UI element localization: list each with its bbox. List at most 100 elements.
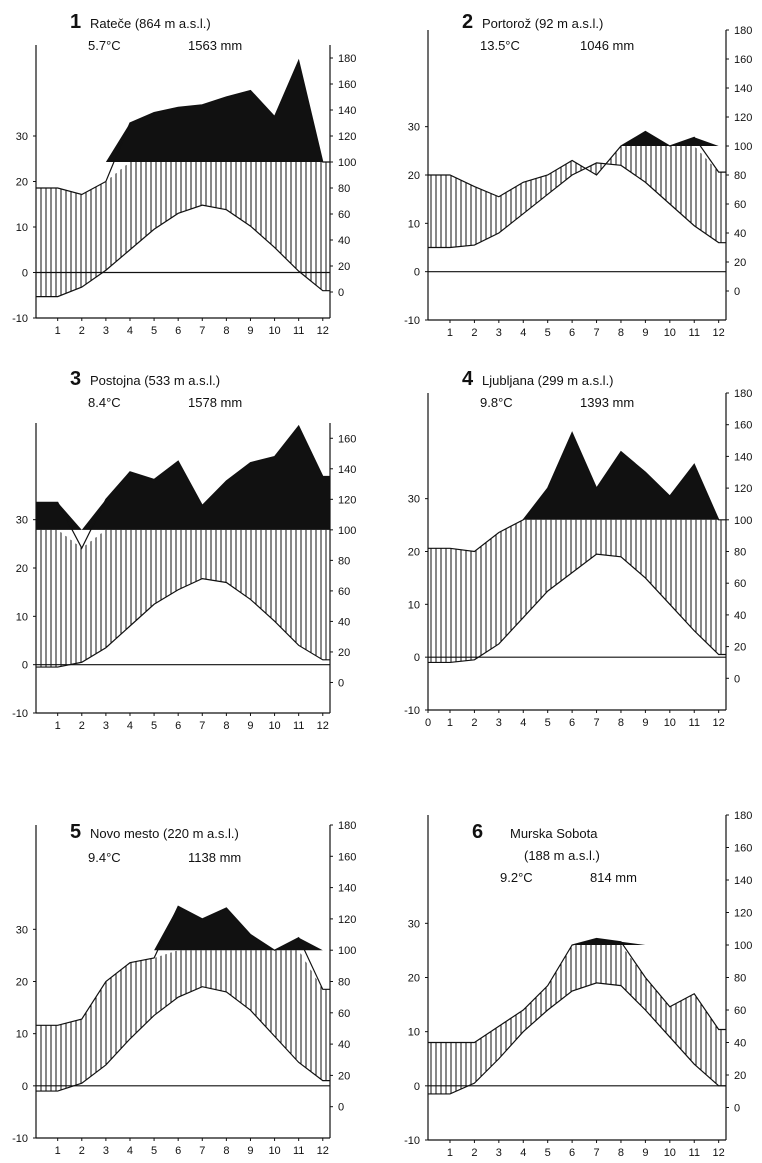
perhumid-area (36, 906, 330, 951)
precip-tick-label: 160 (338, 79, 356, 91)
annual-precipitation: 1578 mm (188, 395, 242, 410)
mean-temperature: 8.4°C (88, 395, 121, 410)
station-name: Novo mesto (90, 826, 163, 841)
month-label: 8 (618, 327, 624, 339)
month-label: 9 (247, 720, 253, 732)
station-title: Portorož (92 m a.s.l.) (482, 16, 603, 31)
humid-hatch-area (36, 162, 330, 297)
temp-tick-label: 0 (414, 652, 420, 664)
panel-number: 4 (462, 368, 474, 390)
precip-tick-label: 180 (734, 810, 752, 822)
temperature-line (428, 982, 726, 1095)
station-elevation: (864 m a.s.l.) (135, 16, 211, 31)
precip-tick-label: 80 (338, 555, 350, 567)
temp-tick-label: 0 (414, 267, 420, 279)
month-label: 11 (689, 327, 700, 339)
temp-tick-label: 20 (16, 977, 28, 989)
precipitation-line (36, 424, 330, 550)
precip-tick-label: 120 (734, 483, 752, 495)
month-label: 1 (55, 720, 61, 732)
precipitation-line (428, 431, 726, 553)
month-label: 12 (713, 1147, 725, 1159)
month-label: 7 (199, 720, 205, 732)
precip-tick-label: 60 (338, 209, 350, 221)
temp-tick-label: -10 (404, 315, 420, 327)
precipitation-line (36, 905, 330, 1026)
month-label: 4 (127, 325, 133, 337)
month-label: 6 (569, 717, 575, 729)
perhumid-area (36, 426, 330, 530)
precip-tick-label: 120 (338, 914, 356, 926)
precip-tick-label: 0 (734, 286, 740, 298)
month-label: 2 (471, 717, 477, 729)
temperature-line (36, 986, 330, 1092)
station-name: Postojna (90, 373, 144, 388)
month-label: 10 (268, 720, 280, 732)
temp-tick-label: -10 (12, 313, 28, 325)
temp-tick-label: 10 (16, 222, 28, 234)
month-label: 11 (293, 1145, 304, 1157)
panel-number: 2 (462, 11, 473, 33)
temp-tick-label: 20 (408, 170, 420, 182)
panel-number: 6 (472, 821, 483, 843)
month-label: 2 (79, 1145, 85, 1157)
precip-tick-label: 160 (734, 420, 752, 432)
month-label: 12 (317, 1145, 329, 1157)
precip-tick-label: 0 (338, 1102, 344, 1114)
month-label: 1 (447, 717, 453, 729)
precip-tick-label: 140 (338, 464, 356, 476)
precip-tick-label: 100 (338, 945, 356, 957)
station-title: Postojna (533 m a.s.l.) (90, 373, 220, 388)
month-label: 10 (664, 1147, 676, 1159)
precip-tick-label: 100 (734, 515, 752, 527)
precip-tick-label: 140 (338, 883, 356, 895)
month-label: 7 (199, 325, 205, 337)
precip-tick-label: 0 (734, 673, 740, 685)
precip-tick-label: 140 (734, 83, 752, 95)
precipitation-line (428, 937, 726, 1044)
precip-tick-label: 160 (734, 54, 752, 66)
precip-tick-label: 180 (734, 25, 752, 37)
month-label: 8 (223, 720, 229, 732)
temperature-line (428, 162, 726, 249)
month-label: 1 (55, 325, 61, 337)
month-label: 9 (642, 327, 648, 339)
mean-temperature: 9.8°C (480, 395, 513, 410)
month-label: 0 (425, 717, 431, 729)
month-label: 11 (293, 325, 304, 337)
temperature-line (36, 578, 330, 668)
month-label: 4 (127, 720, 133, 732)
month-label: 2 (471, 327, 477, 339)
month-label: 6 (175, 720, 181, 732)
station-title: Rateče (864 m a.s.l.) (90, 16, 211, 31)
month-label: 5 (545, 327, 551, 339)
month-label: 12 (317, 720, 329, 732)
month-label: 7 (593, 717, 599, 729)
month-label: 12 (713, 327, 725, 339)
month-label: 4 (127, 1145, 133, 1157)
precip-tick-label: 80 (338, 977, 350, 989)
month-label: 8 (223, 1145, 229, 1157)
temp-tick-label: 0 (22, 660, 28, 672)
temp-tick-label: 0 (22, 268, 28, 280)
month-label: 9 (642, 1147, 648, 1159)
temp-tick-label: 10 (408, 1027, 420, 1039)
precip-tick-label: 160 (338, 851, 356, 863)
precip-tick-label: 160 (734, 843, 752, 855)
month-label: 6 (569, 1147, 575, 1159)
mean-temperature: 5.7°C (88, 38, 121, 53)
precip-tick-label: 100 (734, 940, 752, 952)
temp-tick-label: 10 (16, 1029, 28, 1041)
annual-precipitation: 814 mm (590, 870, 637, 885)
precipitation-line (428, 130, 726, 198)
precip-tick-label: 20 (338, 261, 350, 273)
precip-tick-label: 120 (338, 131, 356, 143)
precip-tick-label: 120 (734, 908, 752, 920)
month-label: 7 (593, 327, 599, 339)
precip-tick-label: 60 (338, 586, 350, 598)
month-label: 10 (664, 327, 676, 339)
station-title: Ljubljana (299 m a.s.l.) (482, 373, 614, 388)
